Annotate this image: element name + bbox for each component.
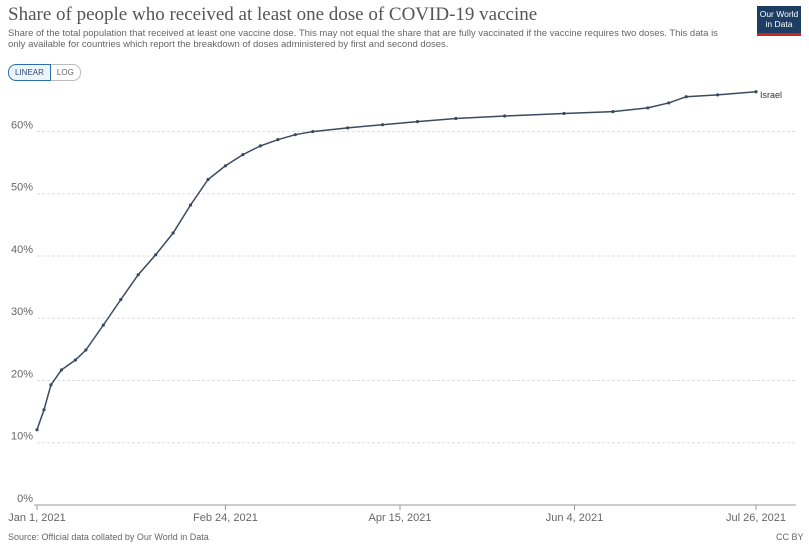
y-tick-label: 30% [11, 306, 33, 318]
point [454, 116, 458, 121]
y-tick-label: 10% [11, 431, 33, 443]
x-tick-label: Jul 26, 2021 [726, 512, 786, 524]
y-tick-label: 40% [11, 244, 33, 256]
point [684, 95, 688, 99]
point [84, 348, 88, 352]
log-button[interactable]: LOG [50, 64, 81, 81]
point [206, 177, 210, 182]
point [346, 126, 350, 130]
point [503, 114, 507, 118]
x-tick-label: Feb 24, 2021 [193, 512, 258, 524]
scale-toggle: LINEAR LOG [8, 64, 81, 81]
x-tick-label: Jan 1, 2021 [8, 512, 66, 524]
logo[interactable]: Our World in Data [757, 6, 801, 36]
point [101, 323, 105, 327]
logo-line: in Data [765, 19, 793, 29]
point [380, 123, 385, 127]
point [716, 93, 720, 97]
x-tick-label: Jun 4, 2021 [546, 512, 604, 524]
point [415, 120, 420, 124]
point [154, 253, 158, 257]
point [311, 129, 315, 134]
point [73, 358, 77, 362]
y-tick-label: 60% [11, 119, 33, 131]
point [611, 110, 615, 114]
point [136, 273, 140, 277]
y-tick-label: 20% [11, 368, 33, 380]
point [754, 90, 758, 94]
source[interactable]: Source: Official data collated by Our Wo… [8, 532, 209, 542]
series-label: Israel [760, 90, 782, 100]
point [119, 298, 123, 302]
point [293, 133, 297, 137]
title: Share of people who received at least on… [8, 4, 538, 25]
chart: 0% 10% 20% 30% 40% 50% 60% Jan 1, 2021 Feb 24, 2… [8, 90, 796, 524]
linear-button[interactable]: LINEAR [8, 64, 51, 81]
line [36, 90, 757, 430]
point [59, 368, 64, 372]
license[interactable]: CC BY [776, 532, 804, 542]
point [562, 111, 566, 116]
point [171, 231, 175, 235]
subtitle: Share of the total population that recei… [8, 28, 718, 50]
y-tick-label: 0% [17, 493, 33, 505]
point [241, 152, 245, 157]
logo-line: Our World [759, 9, 799, 19]
point [35, 428, 39, 432]
x-tick-label: Apr 15, 2021 [368, 512, 431, 524]
point [276, 138, 280, 142]
point [188, 203, 193, 207]
point [667, 101, 671, 105]
point [258, 144, 262, 148]
point [646, 106, 650, 110]
y-tick-label: 50% [11, 182, 33, 194]
point [223, 164, 228, 168]
point [49, 383, 53, 387]
point [42, 408, 46, 412]
